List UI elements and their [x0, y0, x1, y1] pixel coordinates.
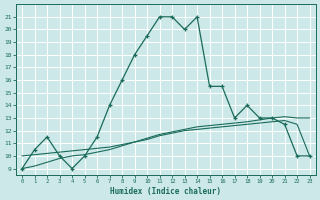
X-axis label: Humidex (Indice chaleur): Humidex (Indice chaleur) [110, 187, 221, 196]
